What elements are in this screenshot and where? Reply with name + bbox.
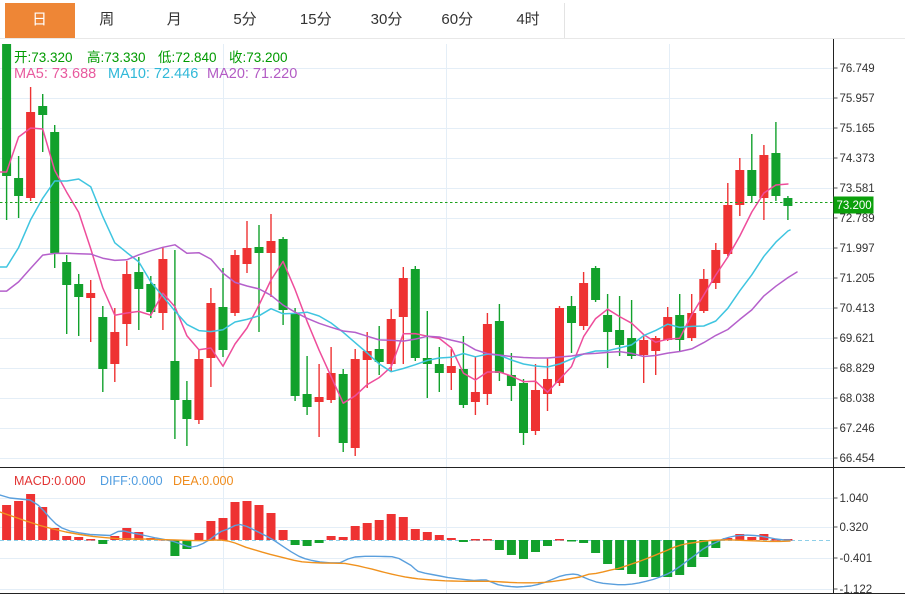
svg-text:66.454: 66.454 (840, 453, 876, 465)
svg-text:MA20: 71.220: MA20: 71.220 (207, 66, 297, 82)
svg-text:低:72.840: 低:72.840 (158, 50, 217, 65)
svg-text:-0.401: -0.401 (840, 553, 873, 565)
svg-text:收:73.200: 收:73.200 (229, 50, 288, 65)
svg-text:73.581: 73.581 (840, 183, 875, 195)
svg-text:72.789: 72.789 (840, 213, 875, 225)
svg-text:68.038: 68.038 (840, 393, 875, 405)
svg-text:MA5: 73.688: MA5: 73.688 (14, 66, 96, 82)
svg-text:74.373: 74.373 (840, 153, 875, 165)
svg-text:0.320: 0.320 (840, 522, 869, 534)
svg-text:75.957: 75.957 (840, 93, 875, 105)
svg-text:68.829: 68.829 (840, 363, 875, 375)
svg-text:75.165: 75.165 (840, 123, 875, 135)
svg-text:69.621: 69.621 (840, 333, 875, 345)
svg-text:DIFF:0.000: DIFF:0.000 (100, 474, 163, 488)
svg-text:76.749: 76.749 (840, 63, 875, 75)
svg-text:MA10: 72.446: MA10: 72.446 (108, 66, 198, 82)
svg-text:MACD:0.000: MACD:0.000 (14, 474, 86, 488)
svg-text:70.413: 70.413 (840, 303, 875, 315)
svg-text:67.246: 67.246 (840, 423, 875, 435)
svg-text:高:73.330: 高:73.330 (87, 49, 146, 65)
svg-text:71.205: 71.205 (840, 273, 875, 285)
svg-text:73.200: 73.200 (837, 200, 872, 212)
svg-text:1.040: 1.040 (840, 493, 869, 505)
svg-text:71.997: 71.997 (840, 243, 875, 255)
svg-text:DEA:0.000: DEA:0.000 (173, 474, 234, 488)
svg-text:-1.122: -1.122 (840, 584, 873, 596)
svg-text:开:73.320: 开:73.320 (14, 50, 73, 65)
